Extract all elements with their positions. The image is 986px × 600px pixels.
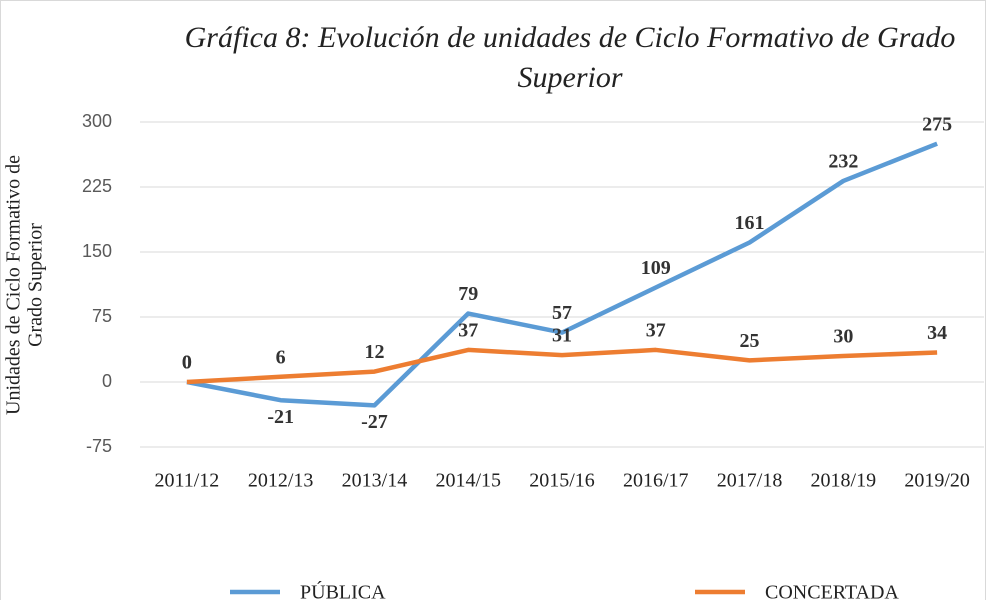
y-tick-label: 0 <box>102 371 112 391</box>
data-label: 37 <box>646 320 666 342</box>
legend-label: PÚBLICA <box>300 580 386 600</box>
data-label: -27 <box>361 411 388 433</box>
chart-title: Gráfica 8: Evolución de unidades de Cicl… <box>185 21 956 54</box>
series-line <box>186 141 938 408</box>
x-tick-label: 2019/20 <box>904 470 970 492</box>
data-label: 0 <box>182 352 192 374</box>
data-label: 6 <box>276 346 286 368</box>
data-label: -21 <box>267 406 294 428</box>
legend-label: CONCERTADA <box>765 582 899 600</box>
y-axis-title-line: Grado Superior <box>25 223 47 347</box>
y-axis-title-line: Unidades de Ciclo Formativo de <box>3 155 25 415</box>
x-tick-label: 2016/17 <box>623 470 689 492</box>
y-tick-label: -75 <box>86 436 112 456</box>
x-tick-label: 2015/16 <box>529 470 595 492</box>
data-label: 30 <box>833 326 853 348</box>
y-tick-label: 150 <box>82 241 112 261</box>
x-tick-label: 2017/18 <box>717 470 783 492</box>
y-tick-label: 300 <box>82 111 112 131</box>
data-label: 109 <box>641 257 671 279</box>
data-label: 12 <box>364 341 384 363</box>
data-label: 161 <box>735 212 765 234</box>
data-label: 275 <box>922 113 952 135</box>
y-tick-label: 225 <box>82 176 112 196</box>
data-label: 37 <box>458 320 478 342</box>
y-axis-title: Unidades de Ciclo Formativo de Grado Sup… <box>3 155 47 415</box>
data-label: 34 <box>927 322 947 344</box>
data-label: 232 <box>828 151 858 173</box>
series-line <box>186 347 938 385</box>
chart-title: Superior <box>518 61 623 94</box>
data-label: 25 <box>740 330 760 352</box>
x-tick-label: 2012/13 <box>248 470 314 492</box>
x-tick-label: 2013/14 <box>342 470 408 492</box>
x-tick-label: 2014/15 <box>435 470 501 492</box>
data-label: 79 <box>458 283 478 305</box>
x-tick-label: 2018/19 <box>811 470 877 492</box>
data-label: 31 <box>552 325 572 347</box>
data-label: 57 <box>552 302 572 324</box>
x-tick-label: 2011/12 <box>154 470 219 492</box>
data-label: 0 <box>182 352 192 374</box>
y-tick-label: 75 <box>92 306 112 326</box>
